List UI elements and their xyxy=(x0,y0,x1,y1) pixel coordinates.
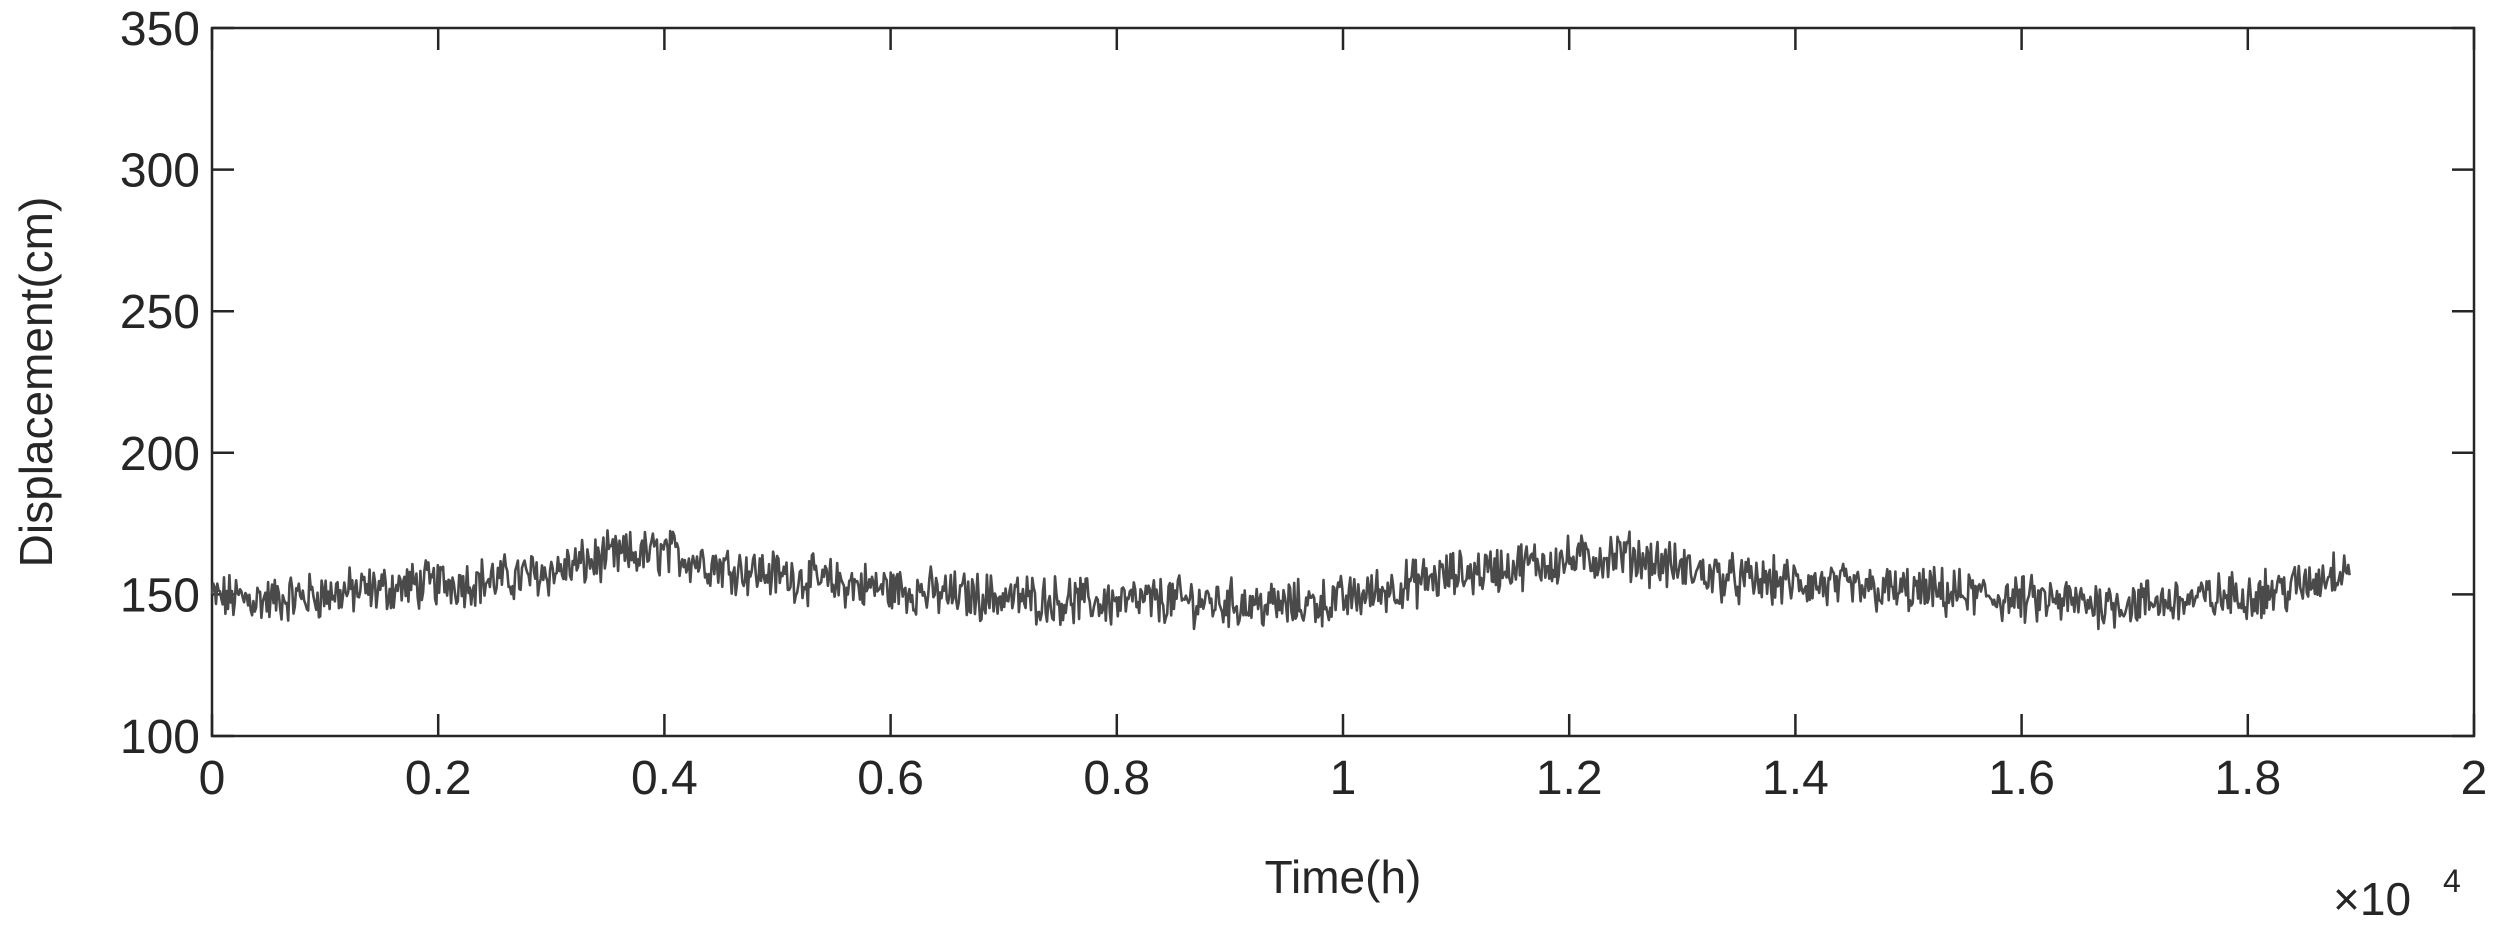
x-tick-label: 1.8 xyxy=(2214,752,2281,805)
x-tick-label: 1 xyxy=(1330,752,1357,805)
x-tick-label: 1.2 xyxy=(1536,752,1603,805)
x-tick-label: 0.6 xyxy=(857,752,924,805)
x-tick-label: 0.8 xyxy=(1083,752,1150,805)
plot-area xyxy=(210,26,2476,738)
x-axis-multiplier-base: ×10 xyxy=(2333,873,2411,925)
y-tick-label: 300 xyxy=(120,145,200,198)
x-tick-label: 0 xyxy=(199,752,226,805)
y-tick-label: 100 xyxy=(120,711,200,764)
y-tick-label: 150 xyxy=(120,569,200,622)
series-line xyxy=(210,529,2351,631)
x-tick-label: 2 xyxy=(2461,752,2488,805)
y-axis-label: Displacement(cm) xyxy=(10,197,62,568)
y-tick-label: 350 xyxy=(120,3,200,56)
x-axis-ticks: 0 0.2 0.4 0.6 0.8 1 1.2 1.4 1.6 1.8 2 xyxy=(199,28,2488,805)
y-axis-ticks: 100 150 200 250 300 350 xyxy=(120,3,2474,764)
y-tick-label: 250 xyxy=(120,286,200,339)
x-tick-label: 1.4 xyxy=(1762,752,1829,805)
x-tick-label: 1.6 xyxy=(1988,752,2055,805)
x-tick-label: 0.2 xyxy=(405,752,472,805)
y-tick-label: 200 xyxy=(120,428,200,481)
x-axis-multiplier-exponent: 4 xyxy=(2443,863,2461,899)
x-tick-label: 0.4 xyxy=(631,752,698,805)
x-axis-multiplier: ×10 xyxy=(2333,873,2411,925)
x-axis-label: Time(h) xyxy=(1265,851,1422,903)
series-group xyxy=(210,529,2351,631)
